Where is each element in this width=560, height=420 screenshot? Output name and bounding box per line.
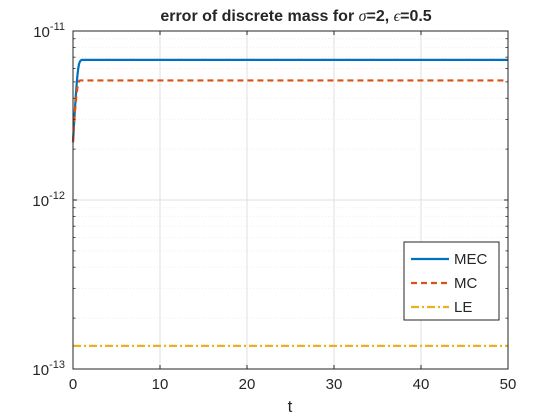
x-tick-label: 10 — [152, 376, 169, 393]
series-line-mc — [71, 79, 508, 143]
legend-label-mc: MC — [454, 275, 477, 292]
legend-label-le: LE — [454, 299, 472, 316]
y-tick-label: 10-12 — [32, 190, 65, 210]
y-tick-label: 10-13 — [32, 359, 65, 379]
y-tick-label: 10-11 — [33, 21, 65, 41]
legend: MEC MC LE — [403, 241, 500, 321]
grid — [73, 31, 508, 369]
legend-box — [403, 241, 500, 321]
legend-label-mec: MEC — [454, 251, 488, 268]
x-tick-label: 20 — [239, 376, 256, 393]
ticks — [72, 30, 509, 370]
x-tick-label: 40 — [413, 376, 430, 393]
x-axis-label: t — [288, 397, 293, 416]
series-layer — [71, 58, 508, 347]
x-tick-label: 50 — [500, 376, 517, 393]
chart-title: error of discrete mass for σ=2, ϵ=0.5 — [160, 8, 431, 25]
tick-labels: 0 10 20 30 40 50 10-13 10-12 10-11 — [32, 21, 516, 393]
x-tick-label: 30 — [326, 376, 343, 393]
x-tick-label: 0 — [69, 376, 77, 393]
